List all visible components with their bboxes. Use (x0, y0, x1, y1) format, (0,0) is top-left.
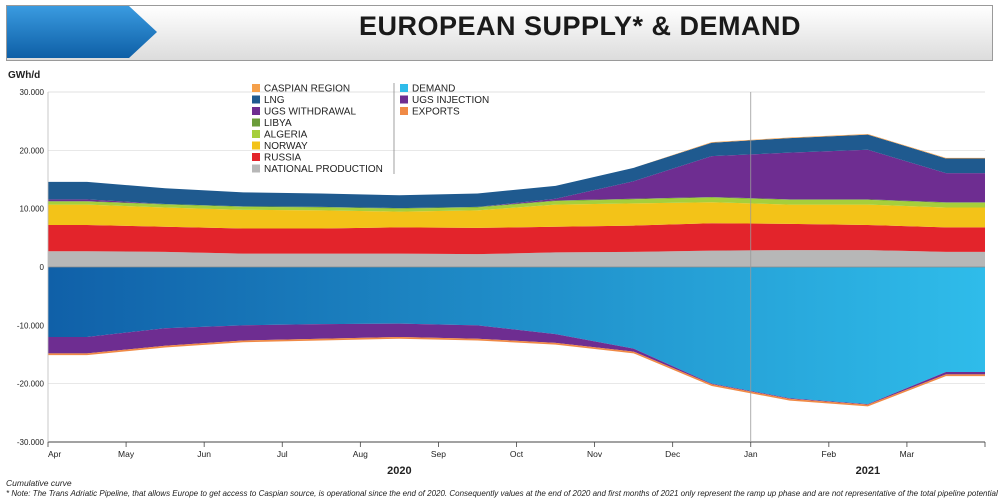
legend-swatch (252, 118, 260, 127)
legend-label: CASPIAN REGION (264, 84, 350, 95)
legend-label: LIBYA (264, 118, 292, 129)
footnote: * Note: The Trans Adriatic Pipeline, tha… (6, 489, 998, 498)
legend-label: EXPORTS (412, 107, 460, 118)
banner-arrow-icon (7, 6, 157, 58)
legend-swatch (252, 95, 260, 104)
x-tick-label: Mar (900, 449, 915, 459)
x-tick-label: May (118, 449, 135, 459)
legend-swatch (252, 84, 260, 92)
x-tick-label: Jul (277, 449, 288, 459)
x-tick-label: Aug (353, 449, 368, 459)
x-tick-label: Sep (431, 449, 446, 459)
y-tick-label: 20.000 (20, 146, 45, 155)
y-tick-label: 10.000 (20, 205, 45, 214)
x-tick-label: Jan (744, 449, 758, 459)
x-tick-label: Apr (48, 449, 61, 459)
y-axis-label: GWh/d (8, 70, 40, 81)
demand-ugs-injection-area (48, 323, 985, 405)
cumulative-note: Cumulative curve (6, 478, 72, 488)
year-label: 2021 (856, 465, 880, 476)
legend-swatch (400, 107, 408, 115)
legend-label: ALGERIA (264, 130, 308, 141)
legend-label: DEMAND (412, 84, 455, 95)
y-tick-label: -10.000 (17, 321, 45, 330)
year-label: 2020 (387, 465, 411, 476)
legend-label: UGS INJECTION (412, 95, 489, 106)
y-tick-label: -30.000 (17, 438, 45, 447)
supply-demand-chart: 30.000 20.000 10.000 0 -10.000 -20.000 -30.000… (8, 70, 986, 476)
x-tick-label: Oct (510, 449, 524, 459)
y-tick-label: -20.000 (17, 380, 45, 389)
y-tick-label: 0 (40, 263, 45, 272)
title-banner (6, 5, 993, 61)
x-tick-label: Nov (587, 449, 603, 459)
legend-swatch (252, 164, 260, 173)
x-tick-label: Feb (822, 449, 837, 459)
supply-russia-area (48, 223, 985, 255)
x-tick-label: Jun (197, 449, 211, 459)
y-tick-label: 30.000 (20, 88, 45, 97)
legend-swatch (252, 130, 260, 138)
legend-swatch (400, 95, 408, 104)
legend-swatch (252, 107, 260, 115)
legend-label: UGS WITHDRAWAL (264, 107, 356, 118)
legend-label: RUSSIA (264, 153, 302, 164)
legend-swatch (252, 153, 260, 161)
legend-label: NATIONAL PRODUCTION (264, 164, 383, 175)
legend-swatch (400, 84, 408, 92)
legend-swatch (252, 141, 260, 150)
legend-label: LNG (264, 95, 285, 106)
x-tick-label: Dec (665, 449, 681, 459)
page-title: EUROPEAN SUPPLY* & DEMAND (358, 11, 802, 41)
legend-label: NORWAY (264, 141, 308, 152)
